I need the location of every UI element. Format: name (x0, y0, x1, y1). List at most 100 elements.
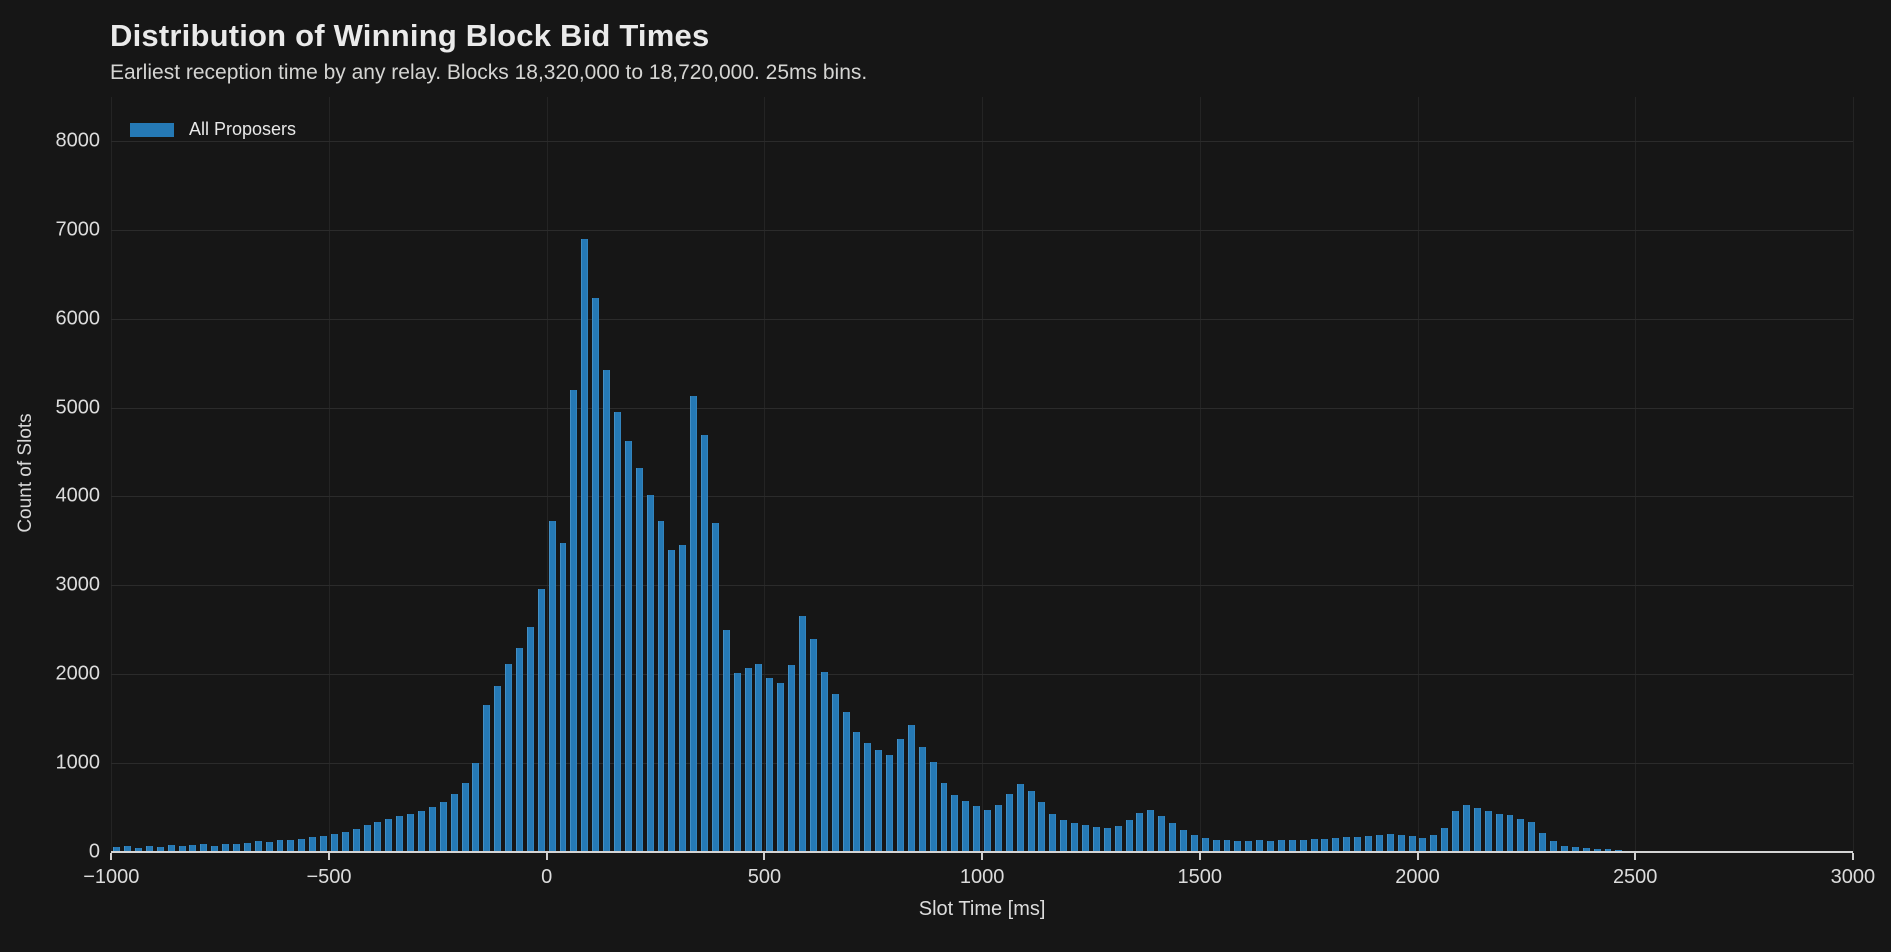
y-tick-label: 0 (88, 840, 100, 863)
histogram-bar (896, 739, 904, 852)
histogram-bar (1005, 794, 1013, 852)
histogram-bar (733, 673, 741, 852)
vertical-gridline (1852, 97, 1854, 852)
x-tick-label: 0 (541, 866, 553, 888)
histogram-bar (1571, 847, 1579, 852)
histogram-bar (1179, 829, 1187, 852)
legend-swatch-icon (130, 122, 174, 137)
histogram-bar (537, 588, 545, 852)
histogram-bar (320, 836, 328, 852)
histogram-bar (276, 840, 284, 852)
x-tick-mark (763, 853, 766, 860)
y-tick-label: 5000 (55, 396, 101, 419)
histogram-bar (461, 782, 469, 852)
x-tick-label: 1000 (959, 866, 1005, 888)
histogram-bar (178, 846, 186, 852)
histogram-bar (396, 816, 404, 852)
histogram-bar (407, 813, 415, 852)
histogram-bar (559, 542, 567, 852)
histogram-bar (1517, 819, 1525, 852)
x-tick-label: 2000 (1395, 866, 1440, 888)
histogram-bar (624, 441, 632, 852)
histogram-bar (298, 838, 306, 852)
chart-title: Distribution of Winning Block Bid Times (110, 18, 710, 53)
vertical-gridline (329, 97, 330, 852)
histogram-bar (929, 762, 937, 852)
histogram-bar (1615, 849, 1623, 852)
histogram-bar (864, 742, 872, 852)
histogram-bar (581, 238, 589, 852)
horizontal-gridline (111, 674, 1853, 676)
histogram-bar (755, 663, 763, 852)
histogram-bar (1114, 826, 1122, 852)
vertical-gridline (764, 97, 766, 852)
histogram-bar (439, 802, 447, 852)
histogram-bar (1049, 813, 1057, 852)
histogram-bar (1430, 835, 1438, 852)
histogram-bar (254, 841, 262, 852)
histogram-bar (1201, 837, 1209, 852)
histogram-bar (287, 839, 295, 852)
histogram-bar (548, 521, 556, 852)
histogram-bar (1506, 814, 1514, 852)
histogram-bar (831, 693, 839, 852)
legend: All Proposers (130, 119, 296, 140)
histogram-bar (385, 819, 393, 852)
histogram-bar (363, 825, 371, 852)
histogram-bar (1375, 835, 1383, 852)
histogram-bar (744, 668, 752, 852)
histogram-bar (1343, 837, 1351, 852)
histogram-bar (232, 843, 240, 852)
histogram-bar (189, 844, 197, 852)
histogram-bar (570, 389, 578, 852)
histogram-bar (1321, 838, 1329, 852)
histogram-bar (450, 794, 458, 852)
histogram-bar (428, 807, 436, 852)
histogram-bar (1169, 822, 1177, 852)
histogram-bar (1299, 839, 1307, 852)
vertical-gridline (982, 97, 984, 852)
histogram-bar (1256, 840, 1264, 852)
histogram-bar (1038, 802, 1046, 852)
histogram-bar (1354, 836, 1362, 852)
histogram-bar (777, 683, 785, 852)
histogram-bar (1223, 840, 1231, 852)
histogram-bar (635, 468, 643, 852)
histogram-bar (1310, 839, 1318, 852)
histogram-bar (1441, 828, 1449, 852)
histogram-bar (1136, 812, 1144, 852)
histogram-bar (1332, 838, 1340, 852)
x-tick-label: −500 (306, 866, 352, 888)
y-tick-label: 6000 (55, 307, 101, 330)
histogram-bar (820, 671, 828, 852)
histogram-bar (1147, 810, 1155, 852)
histogram-bar (1397, 834, 1405, 852)
histogram-bar (374, 821, 382, 852)
histogram-bar (603, 370, 611, 852)
histogram-bar (1125, 820, 1133, 852)
histogram-bar (330, 834, 338, 852)
vertical-gridline (1417, 97, 1419, 852)
histogram-bar (886, 755, 894, 852)
histogram-bar (167, 845, 175, 852)
horizontal-gridline (111, 763, 1853, 765)
histogram-bar (646, 494, 654, 852)
horizontal-gridline (111, 229, 1853, 231)
histogram-bar (984, 810, 991, 852)
horizontal-gridline (111, 407, 1853, 409)
histogram-bar (1593, 848, 1601, 852)
y-tick-label: 4000 (55, 484, 101, 507)
histogram-bar (722, 629, 730, 852)
histogram-bar (1158, 816, 1166, 852)
x-tick-label: 1500 (1177, 866, 1223, 888)
histogram-bar (1452, 811, 1460, 852)
histogram-bar (1539, 833, 1547, 852)
histogram-bar (711, 523, 719, 852)
x-tick-mark (1198, 853, 1201, 860)
histogram-bar (211, 845, 219, 852)
histogram-bar (243, 842, 251, 852)
histogram-bar (1365, 836, 1372, 852)
vertical-gridline (111, 97, 113, 852)
y-tick-label: 3000 (55, 573, 101, 596)
histogram-bar (1103, 828, 1111, 852)
